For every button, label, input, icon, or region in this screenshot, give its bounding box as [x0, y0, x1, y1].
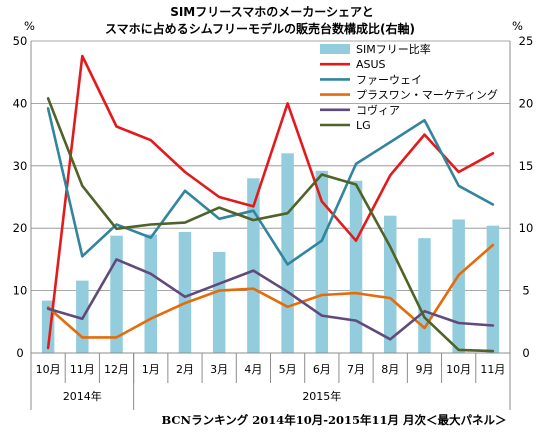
bar — [452, 219, 465, 353]
left-axis-unit: % — [24, 19, 35, 33]
legend-label: コヴィア — [356, 103, 400, 117]
right-tick-label: 0 — [522, 346, 529, 360]
right-tick-label: 25 — [519, 34, 534, 48]
x-tick-label: 4月 — [244, 363, 262, 376]
right-tick-label: 5 — [522, 284, 529, 298]
legend-label: プラスワン・マーケティング — [356, 88, 498, 102]
series-line-3 — [46, 258, 495, 341]
year-label: 2014年 — [63, 389, 102, 403]
x-tick-label: 2月 — [176, 363, 194, 376]
line-series — [46, 54, 495, 353]
left-tick-label: 0 — [16, 346, 23, 360]
left-tick-label: 50 — [13, 34, 28, 48]
bar-series — [41, 153, 500, 353]
x-tick-label: 8月 — [381, 363, 399, 376]
x-tick-label: 1月 — [142, 363, 160, 376]
series-line-1 — [46, 107, 495, 266]
right-axis-ticks: 0 5 10 15 20 25 — [519, 34, 534, 360]
source-note: BCNランキング 2014年10月-2015年11月 月次＜最大パネル＞ — [161, 413, 506, 427]
x-tick-label: 3月 — [210, 363, 228, 376]
year-label: 2015年 — [302, 389, 341, 403]
bar — [144, 234, 157, 353]
x-tick-label: 9月 — [415, 363, 433, 376]
x-tick-label: 6月 — [313, 363, 331, 376]
bar — [178, 231, 192, 353]
legend-label: SIMフリー比率 — [356, 42, 431, 56]
right-axis-unit: % — [512, 19, 523, 33]
x-tick-label: 10月 — [36, 363, 61, 376]
bar — [418, 238, 431, 353]
bar — [384, 215, 397, 353]
axes — [30, 41, 511, 410]
x-axis-ticks: 10月 11月 12月 1月 2月 3月 4月 5月 6月 7月 8月 9月 10月 11月 2014年 20… — [36, 363, 506, 403]
x-tick-label: 7月 — [347, 363, 365, 376]
right-tick-label: 15 — [519, 159, 534, 173]
right-tick-label: 20 — [519, 96, 534, 110]
legend-swatch-bar — [320, 44, 350, 54]
bar — [247, 178, 260, 353]
series-line-2 — [46, 243, 495, 339]
x-tick-label: 5月 — [279, 363, 297, 376]
bar — [315, 170, 329, 353]
series-line-4 — [46, 97, 495, 353]
left-tick-label: 30 — [13, 159, 28, 173]
right-tick-label: 10 — [519, 221, 534, 235]
left-axis-ticks: 0 10 20 30 40 50 — [13, 34, 28, 360]
bar — [212, 251, 226, 353]
series-line-0 — [46, 54, 495, 350]
x-tick-label: 11月 — [70, 363, 95, 376]
chart-subtitle: スマホに占めるシムフリーモデルの販売台数構成比(右軸) — [105, 21, 415, 36]
bar — [486, 225, 500, 353]
bar — [281, 153, 294, 353]
legend-label: ファーウェイ — [356, 73, 422, 86]
x-tick-label: 10月 — [446, 363, 471, 376]
bar — [349, 180, 363, 353]
left-tick-label: 20 — [13, 221, 28, 235]
legend-label: ASUS — [356, 58, 386, 71]
left-tick-label: 10 — [13, 284, 28, 298]
left-tick-label: 40 — [13, 96, 28, 110]
x-tick-label: 12月 — [104, 363, 129, 376]
chart-title: SIMフリースマホのメーカーシェアと — [170, 5, 374, 19]
legend-label: LG — [356, 119, 371, 132]
x-tick-label: 11月 — [480, 363, 505, 376]
